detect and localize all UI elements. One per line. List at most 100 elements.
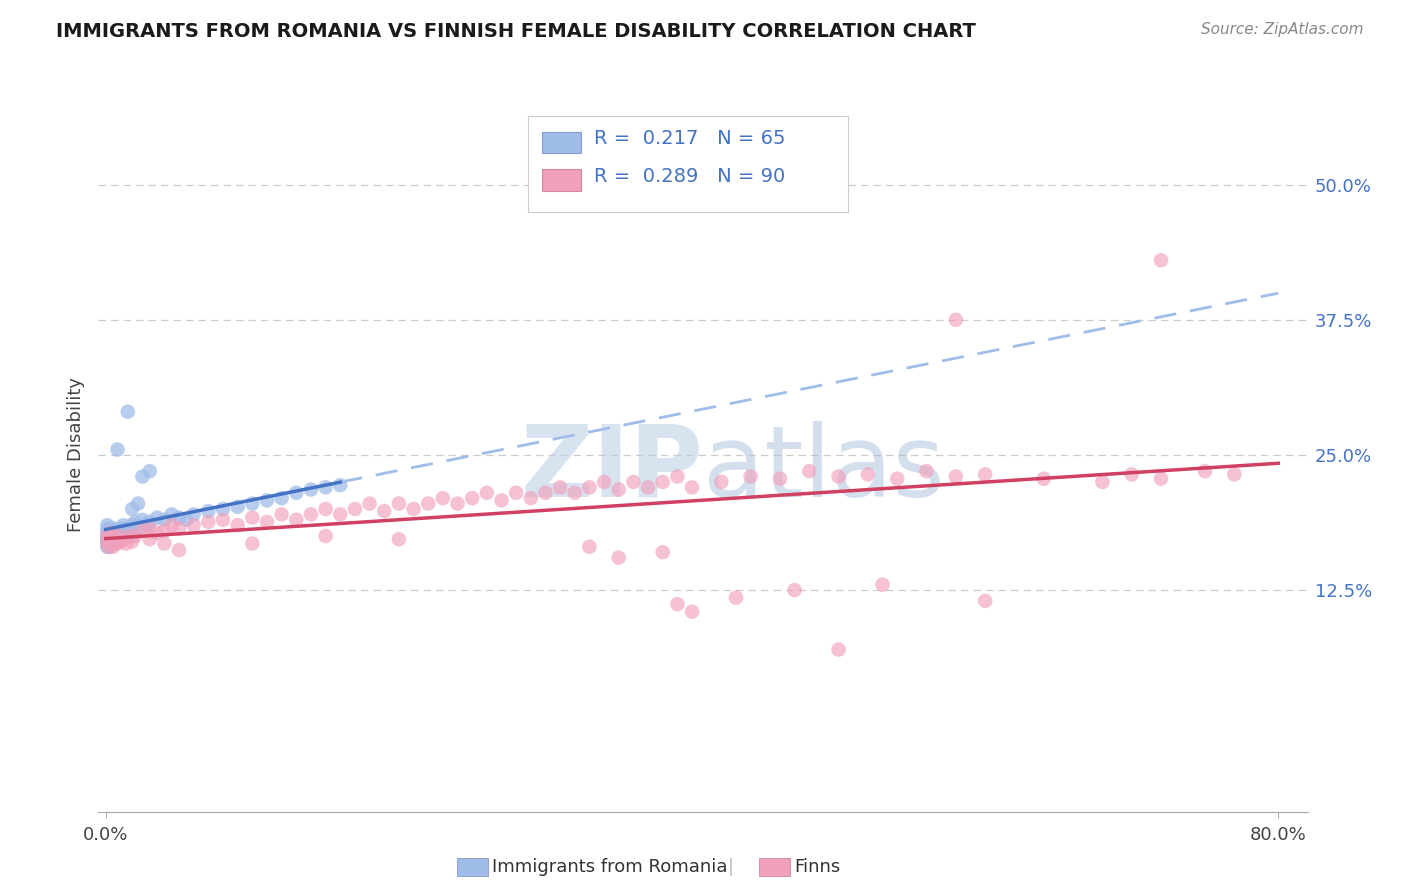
- Point: [100, 524, 122, 538]
- Point: [799, 464, 821, 478]
- Point: [105, 533, 128, 547]
- Point: [98, 536, 121, 550]
- Point: [270, 508, 292, 522]
- Point: [124, 515, 146, 529]
- Point: [256, 493, 278, 508]
- Point: [167, 543, 190, 558]
- FancyBboxPatch shape: [527, 116, 848, 212]
- Point: [98, 525, 121, 540]
- Point: [100, 533, 122, 547]
- Point: [886, 472, 908, 486]
- Point: [359, 497, 381, 511]
- Point: [651, 545, 673, 559]
- Point: [299, 483, 322, 497]
- Point: [97, 525, 120, 540]
- Point: [117, 405, 139, 419]
- Point: [226, 518, 249, 533]
- Point: [329, 478, 352, 492]
- Point: [475, 485, 498, 500]
- Point: [783, 583, 806, 598]
- Point: [101, 540, 124, 554]
- Point: [534, 485, 557, 500]
- Point: [827, 469, 849, 483]
- Point: [945, 312, 967, 326]
- Point: [343, 502, 366, 516]
- Point: [315, 502, 337, 516]
- Point: [96, 533, 118, 547]
- Point: [96, 518, 118, 533]
- Point: [285, 513, 308, 527]
- Point: [402, 502, 425, 516]
- Point: [115, 536, 138, 550]
- Text: Finns: Finns: [794, 858, 841, 876]
- Point: [110, 521, 132, 535]
- Point: [98, 524, 121, 538]
- Point: [103, 533, 125, 547]
- Point: [100, 534, 122, 549]
- Point: [138, 533, 160, 547]
- Point: [100, 536, 122, 550]
- Point: [101, 521, 124, 535]
- Point: [461, 491, 484, 505]
- Point: [740, 469, 762, 483]
- Point: [872, 577, 894, 591]
- Point: [107, 442, 129, 457]
- FancyBboxPatch shape: [543, 132, 581, 153]
- Point: [96, 534, 118, 549]
- Point: [96, 529, 118, 543]
- Point: [1121, 467, 1143, 482]
- Point: [329, 508, 352, 522]
- Point: [124, 529, 146, 543]
- Point: [111, 525, 134, 540]
- Point: [127, 497, 149, 511]
- Point: [827, 642, 849, 657]
- Point: [315, 480, 337, 494]
- Point: [593, 475, 616, 489]
- Point: [681, 605, 703, 619]
- Point: [96, 529, 118, 543]
- Point: [285, 485, 308, 500]
- Point: [974, 467, 997, 482]
- Point: [97, 540, 120, 554]
- Point: [197, 504, 219, 518]
- Point: [138, 464, 160, 478]
- Point: [945, 469, 967, 483]
- Point: [97, 540, 120, 554]
- Point: [131, 469, 153, 483]
- Point: [564, 485, 586, 500]
- Point: [176, 513, 198, 527]
- Point: [1150, 253, 1173, 268]
- Point: [121, 518, 143, 533]
- Point: [226, 500, 249, 514]
- Point: [651, 475, 673, 489]
- Point: [101, 529, 124, 543]
- Point: [98, 533, 121, 547]
- Point: [110, 529, 132, 543]
- Point: [121, 534, 143, 549]
- Text: |: |: [728, 858, 734, 876]
- Point: [138, 515, 160, 529]
- Point: [96, 536, 118, 550]
- Point: [153, 524, 176, 538]
- Point: [146, 510, 169, 524]
- Point: [1091, 475, 1114, 489]
- Point: [256, 515, 278, 529]
- Point: [146, 525, 169, 540]
- Point: [548, 480, 571, 494]
- Point: [98, 525, 121, 540]
- Point: [520, 491, 543, 505]
- Point: [432, 491, 454, 505]
- Point: [97, 529, 120, 543]
- Point: [107, 536, 129, 550]
- Point: [105, 524, 128, 538]
- Point: [710, 475, 733, 489]
- Point: [118, 529, 141, 543]
- Point: [491, 493, 513, 508]
- Point: [112, 533, 135, 547]
- Point: [315, 529, 337, 543]
- Point: [1150, 472, 1173, 486]
- Point: [240, 510, 263, 524]
- Point: [131, 513, 153, 527]
- Point: [112, 518, 135, 533]
- Point: [681, 480, 703, 494]
